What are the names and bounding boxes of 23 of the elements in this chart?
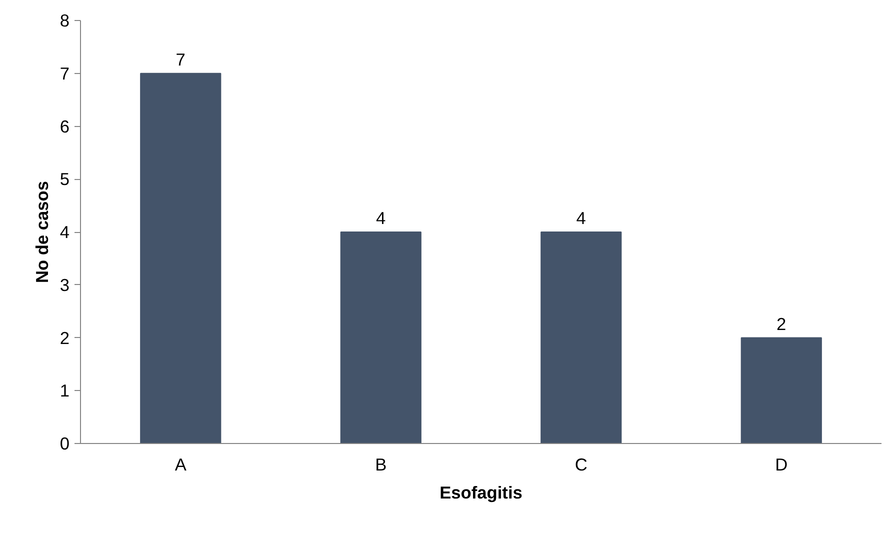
data-label: 2 — [776, 314, 786, 334]
x-tick-label: D — [775, 454, 788, 474]
y-tick-label: 2 — [60, 328, 70, 348]
x-tick-label: C — [574, 454, 588, 474]
data-label: 7 — [176, 49, 186, 70]
y-tick-label: 8 — [60, 10, 70, 30]
y-axis-title: No de casos — [32, 180, 52, 284]
y-tick-label: 7 — [60, 63, 70, 84]
bar — [740, 337, 822, 444]
bar — [140, 72, 222, 444]
y-tick-label: 1 — [60, 380, 70, 401]
x-tick-label: B — [375, 454, 387, 474]
x-tick-label: A — [174, 454, 187, 474]
y-tick-label: 4 — [60, 222, 70, 242]
data-label: 4 — [376, 208, 386, 228]
y-tick-label: 5 — [60, 169, 70, 190]
y-tick-label: 6 — [60, 116, 70, 136]
y-tick-label: 0 — [60, 434, 70, 454]
bar — [340, 232, 422, 444]
y-tick-label: 3 — [60, 274, 70, 295]
data-label: 4 — [576, 208, 586, 228]
x-axis-title: Esofagitis — [440, 482, 522, 502]
bar — [540, 232, 622, 444]
